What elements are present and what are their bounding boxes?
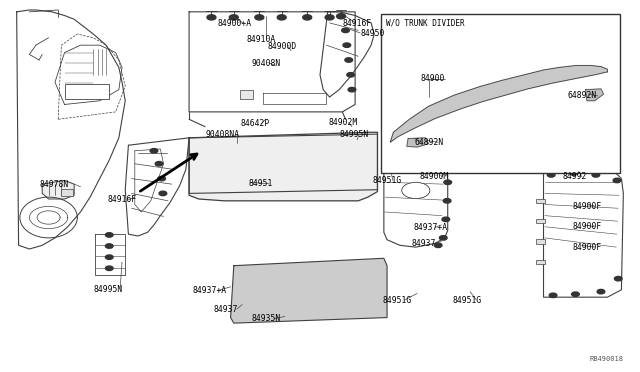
Bar <box>240 90 253 99</box>
Bar <box>61 189 73 196</box>
Text: 84995N: 84995N <box>340 130 369 140</box>
Polygon shape <box>189 132 378 201</box>
Bar <box>536 260 545 264</box>
Text: RB490018: RB490018 <box>589 356 623 362</box>
Circle shape <box>440 235 447 240</box>
Polygon shape <box>189 134 378 193</box>
Text: 84951: 84951 <box>248 179 273 188</box>
Circle shape <box>597 289 605 294</box>
Circle shape <box>342 28 349 33</box>
Bar <box>381 14 620 173</box>
Text: 90408NA: 90408NA <box>205 129 239 139</box>
Circle shape <box>402 182 430 199</box>
Circle shape <box>347 73 355 77</box>
Circle shape <box>385 140 393 144</box>
Text: 84900F: 84900F <box>572 222 602 231</box>
Circle shape <box>337 14 346 19</box>
Circle shape <box>325 15 334 20</box>
Circle shape <box>106 244 113 248</box>
Circle shape <box>444 180 452 185</box>
Text: 84900D: 84900D <box>268 42 297 51</box>
Circle shape <box>343 43 351 47</box>
Circle shape <box>442 217 450 222</box>
Circle shape <box>159 191 167 196</box>
Circle shape <box>303 15 312 20</box>
Circle shape <box>348 87 356 92</box>
Text: 64892N: 64892N <box>415 138 444 147</box>
Text: 84900+A: 84900+A <box>218 19 252 28</box>
Circle shape <box>592 173 600 177</box>
Circle shape <box>613 178 621 183</box>
Polygon shape <box>407 138 429 147</box>
Circle shape <box>549 293 557 298</box>
Circle shape <box>106 255 113 259</box>
Circle shape <box>277 15 286 20</box>
Polygon shape <box>230 258 387 323</box>
Circle shape <box>444 199 451 203</box>
Circle shape <box>207 15 216 20</box>
Text: 84937+A: 84937+A <box>192 286 227 295</box>
Circle shape <box>442 143 450 147</box>
Text: 84910A: 84910A <box>246 35 276 44</box>
Text: 84951G: 84951G <box>383 296 412 305</box>
Circle shape <box>547 173 555 177</box>
Bar <box>536 239 545 244</box>
Circle shape <box>614 276 622 281</box>
Polygon shape <box>42 180 74 199</box>
Bar <box>536 199 545 203</box>
Text: 84950: 84950 <box>360 29 385 38</box>
Circle shape <box>106 233 113 237</box>
Circle shape <box>106 266 113 270</box>
Text: 84642P: 84642P <box>241 119 270 128</box>
Bar <box>536 219 545 224</box>
Circle shape <box>406 135 413 139</box>
Text: 84900F: 84900F <box>572 243 602 251</box>
Text: 84916F: 84916F <box>343 19 372 28</box>
Text: 84902M: 84902M <box>328 118 358 127</box>
Text: 84951G: 84951G <box>452 296 481 305</box>
Circle shape <box>255 15 264 20</box>
Circle shape <box>435 243 442 247</box>
Circle shape <box>428 136 436 140</box>
Circle shape <box>156 161 163 166</box>
Circle shape <box>572 292 579 296</box>
Bar <box>65 84 109 99</box>
Text: 84992: 84992 <box>563 172 587 181</box>
Polygon shape <box>586 89 604 101</box>
Text: 84935N: 84935N <box>252 314 281 323</box>
Text: 84995N: 84995N <box>93 285 122 294</box>
Text: 84900F: 84900F <box>572 202 602 211</box>
Text: 84900M: 84900M <box>420 172 449 181</box>
Text: 84937: 84937 <box>412 239 436 248</box>
Text: 84900: 84900 <box>421 74 445 83</box>
Polygon shape <box>390 65 607 142</box>
Circle shape <box>229 15 238 20</box>
Text: 84916F: 84916F <box>108 195 136 204</box>
Text: 84951G: 84951G <box>372 176 402 185</box>
Text: 84978N: 84978N <box>39 180 68 189</box>
Text: 90408N: 90408N <box>251 59 280 68</box>
Text: 84937: 84937 <box>214 305 238 314</box>
Text: 64892N: 64892N <box>568 92 597 100</box>
Circle shape <box>345 58 353 62</box>
Circle shape <box>570 171 577 175</box>
Circle shape <box>150 148 158 153</box>
Text: 84937+A: 84937+A <box>414 223 448 232</box>
Circle shape <box>158 176 166 181</box>
Text: W/O TRUNK DIVIDER: W/O TRUNK DIVIDER <box>386 18 465 27</box>
